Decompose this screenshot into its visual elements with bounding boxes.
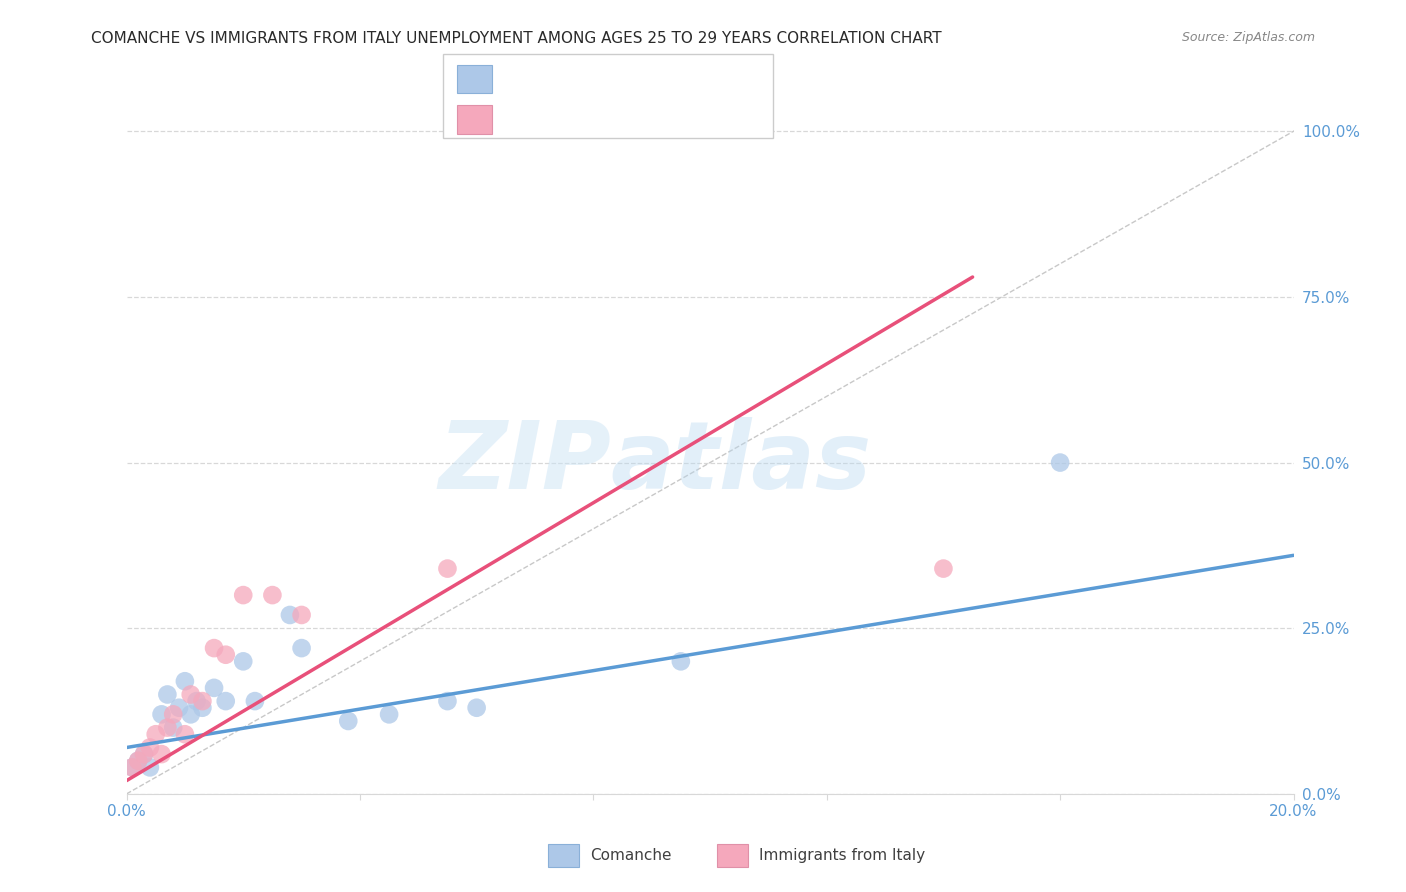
Point <box>132 747 155 761</box>
Point <box>669 654 692 668</box>
Point <box>436 694 458 708</box>
Point <box>191 694 214 708</box>
Point <box>1049 456 1071 470</box>
Point <box>139 760 162 774</box>
Point <box>156 721 179 735</box>
Text: 19: 19 <box>654 71 676 87</box>
Point <box>150 747 173 761</box>
Text: 0.596: 0.596 <box>548 112 599 128</box>
Point <box>232 588 254 602</box>
Text: R =: R = <box>506 71 541 87</box>
Point <box>191 700 214 714</box>
Point <box>139 740 162 755</box>
Point <box>167 700 190 714</box>
Point <box>132 747 155 761</box>
Point <box>186 694 208 708</box>
Point <box>215 648 238 662</box>
Point <box>121 760 143 774</box>
Point <box>145 727 167 741</box>
Point <box>378 707 401 722</box>
Point <box>174 727 197 741</box>
Text: atlas: atlas <box>610 417 872 509</box>
Point <box>162 707 184 722</box>
Point <box>121 760 143 774</box>
Point <box>202 641 225 656</box>
Text: ZIP: ZIP <box>437 417 610 509</box>
Point <box>232 654 254 668</box>
Text: Comanche: Comanche <box>591 848 672 863</box>
Text: R =: R = <box>506 112 541 128</box>
Point <box>932 561 955 575</box>
Text: Source: ZipAtlas.com: Source: ZipAtlas.com <box>1181 31 1315 45</box>
Text: COMANCHE VS IMMIGRANTS FROM ITALY UNEMPLOYMENT AMONG AGES 25 TO 29 YEARS CORRELA: COMANCHE VS IMMIGRANTS FROM ITALY UNEMPL… <box>91 31 942 46</box>
Text: N =: N = <box>602 71 648 87</box>
Point <box>215 694 238 708</box>
Point <box>162 721 184 735</box>
Point <box>180 707 202 722</box>
Point <box>278 607 301 622</box>
Point <box>202 681 225 695</box>
Point <box>150 707 173 722</box>
Point <box>337 714 360 728</box>
Point <box>180 688 202 702</box>
Point <box>290 607 312 622</box>
Point <box>465 700 488 714</box>
Point <box>290 641 312 656</box>
Point <box>243 694 266 708</box>
Point <box>174 674 197 689</box>
Text: 0.421: 0.421 <box>548 71 599 87</box>
Point <box>156 688 179 702</box>
Point <box>436 561 458 575</box>
Text: 17: 17 <box>654 112 676 128</box>
Text: Immigrants from Italy: Immigrants from Italy <box>759 848 925 863</box>
Point <box>127 754 149 768</box>
Point <box>127 754 149 768</box>
Point <box>262 588 284 602</box>
Text: N =: N = <box>602 112 648 128</box>
